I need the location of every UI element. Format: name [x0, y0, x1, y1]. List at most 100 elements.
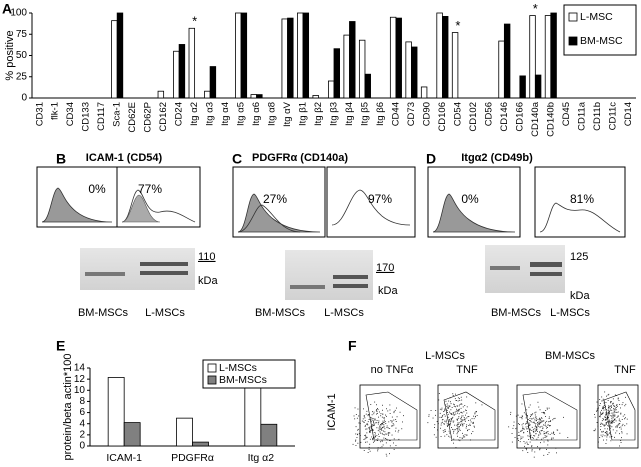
dot — [525, 426, 527, 428]
unit: kDa — [198, 275, 218, 287]
dot — [453, 432, 454, 434]
dot — [466, 417, 468, 419]
dot — [549, 425, 551, 426]
dot — [545, 410, 547, 411]
dot — [618, 415, 619, 417]
dot — [602, 413, 604, 414]
dot — [610, 409, 612, 411]
dot — [542, 420, 544, 422]
dot — [541, 417, 543, 419]
dot — [454, 429, 456, 431]
x-tick-label: CD44 — [390, 102, 401, 126]
dot — [531, 445, 533, 447]
dot — [539, 449, 541, 451]
dot — [465, 414, 466, 416]
dot — [543, 424, 544, 426]
x-tick-label: CD133 — [81, 102, 92, 132]
dot — [518, 431, 520, 433]
dot — [370, 431, 371, 433]
dot — [529, 420, 531, 421]
dot — [517, 435, 519, 436]
dot — [391, 421, 393, 423]
panel-label: E — [56, 338, 65, 354]
dot — [458, 423, 459, 425]
dot — [626, 418, 628, 420]
dot — [605, 409, 607, 410]
dot — [385, 423, 387, 424]
dot — [445, 419, 447, 421]
dot — [382, 420, 384, 422]
dot — [536, 429, 538, 430]
dot — [450, 418, 452, 420]
legend-swatch — [207, 375, 217, 385]
panel-title: PDGFRα (CD140a) — [252, 152, 348, 164]
dot — [363, 415, 365, 416]
dot — [382, 404, 383, 406]
dot — [552, 437, 554, 439]
dot — [523, 428, 525, 430]
dot — [545, 433, 547, 434]
dot — [371, 414, 373, 416]
dot — [619, 427, 620, 429]
dot — [456, 410, 458, 412]
dot — [481, 404, 483, 406]
dot — [535, 424, 536, 426]
dot — [463, 423, 465, 425]
dot — [547, 454, 549, 455]
dot — [527, 444, 529, 445]
dot — [387, 410, 389, 412]
dot — [389, 440, 391, 441]
dot — [393, 438, 395, 440]
dot — [371, 429, 373, 431]
dot — [367, 414, 369, 416]
dot — [380, 426, 382, 428]
dot — [616, 425, 618, 427]
dot — [384, 428, 386, 430]
dot — [513, 425, 515, 427]
dot — [548, 452, 550, 454]
dot — [612, 429, 614, 431]
dot — [539, 409, 541, 411]
dot — [602, 434, 604, 436]
dot — [521, 418, 523, 420]
dot — [387, 427, 389, 429]
x-tick-label: Sca-1 — [112, 102, 123, 127]
dot — [459, 430, 461, 431]
dot — [461, 420, 463, 422]
dot — [368, 419, 370, 420]
dot — [446, 424, 448, 426]
dot — [546, 420, 548, 422]
y-tick-label: 14 — [74, 363, 86, 374]
bar — [204, 90, 211, 99]
dot — [521, 429, 523, 431]
dot — [610, 420, 612, 422]
histogram — [237, 193, 321, 233]
dot — [615, 411, 617, 413]
dot — [525, 423, 526, 425]
dot — [472, 422, 474, 424]
bar — [281, 18, 288, 99]
dot — [379, 447, 381, 449]
dot — [464, 434, 466, 436]
dot — [539, 423, 540, 425]
dot — [533, 456, 535, 458]
bar — [349, 21, 356, 99]
dot — [546, 408, 548, 410]
blot-band — [530, 272, 562, 276]
dot — [464, 420, 466, 422]
dot — [600, 411, 601, 413]
dot — [608, 410, 610, 412]
dot — [601, 423, 603, 425]
x-tick-label: CD45 — [561, 102, 572, 126]
dot — [528, 406, 530, 408]
dot — [461, 412, 463, 414]
y-tick-label: 10 — [74, 385, 86, 396]
dot — [382, 423, 384, 425]
bar — [519, 75, 526, 99]
dot — [606, 439, 608, 441]
dot — [609, 432, 610, 434]
dot — [604, 404, 605, 406]
blot — [80, 248, 195, 290]
dot — [450, 418, 452, 419]
dot — [521, 415, 523, 417]
